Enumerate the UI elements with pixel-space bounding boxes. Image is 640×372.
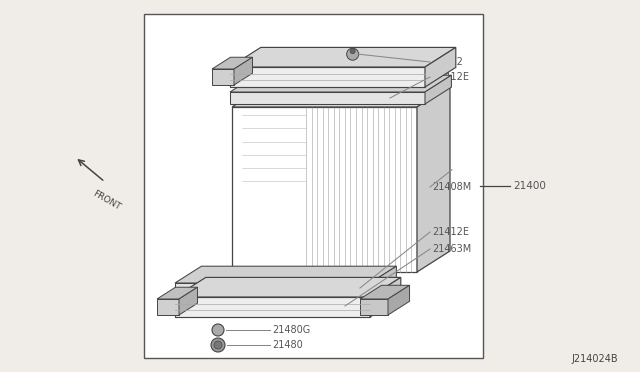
Polygon shape bbox=[232, 86, 450, 107]
Polygon shape bbox=[157, 287, 198, 299]
Polygon shape bbox=[232, 107, 417, 272]
Text: 21412E: 21412E bbox=[432, 227, 469, 237]
Text: J214024B: J214024B bbox=[572, 354, 618, 364]
Circle shape bbox=[212, 324, 224, 336]
Polygon shape bbox=[425, 47, 456, 87]
Polygon shape bbox=[425, 75, 451, 104]
Polygon shape bbox=[157, 299, 179, 315]
Circle shape bbox=[350, 49, 355, 54]
Text: 21400: 21400 bbox=[513, 181, 546, 191]
Polygon shape bbox=[360, 299, 388, 315]
Text: 21412E: 21412E bbox=[432, 72, 469, 82]
Polygon shape bbox=[212, 69, 234, 85]
Polygon shape bbox=[179, 287, 198, 315]
Circle shape bbox=[347, 48, 358, 60]
Polygon shape bbox=[370, 278, 401, 317]
Polygon shape bbox=[230, 92, 425, 104]
Polygon shape bbox=[175, 283, 370, 294]
Text: 21480G: 21480G bbox=[272, 325, 310, 335]
Polygon shape bbox=[175, 297, 370, 317]
Circle shape bbox=[214, 341, 222, 349]
Polygon shape bbox=[230, 67, 425, 87]
Text: 21480: 21480 bbox=[272, 340, 303, 350]
Circle shape bbox=[211, 338, 225, 352]
Polygon shape bbox=[360, 285, 410, 299]
Polygon shape bbox=[212, 57, 252, 69]
Bar bbox=[144, 14, 483, 358]
Text: FRONT: FRONT bbox=[92, 189, 122, 212]
Polygon shape bbox=[417, 86, 450, 272]
Text: 21408M: 21408M bbox=[432, 182, 471, 192]
Text: 21412: 21412 bbox=[432, 57, 463, 67]
Polygon shape bbox=[175, 266, 396, 283]
Text: 21463M: 21463M bbox=[432, 244, 471, 254]
Polygon shape bbox=[175, 278, 401, 297]
Polygon shape bbox=[230, 47, 456, 67]
Polygon shape bbox=[230, 75, 451, 92]
Polygon shape bbox=[388, 285, 410, 315]
Polygon shape bbox=[234, 57, 252, 85]
Polygon shape bbox=[370, 266, 396, 294]
